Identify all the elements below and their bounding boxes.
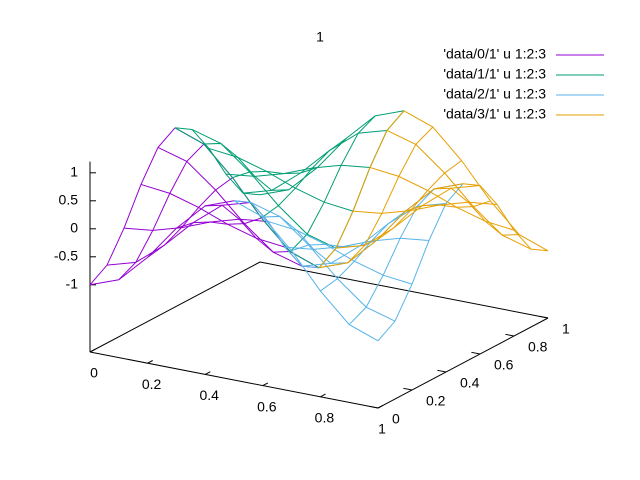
mesh-line [318, 183, 464, 269]
mesh-line [259, 110, 405, 196]
mesh-line [174, 127, 261, 196]
z-tick-label: 1 [70, 164, 78, 180]
z-tick-label: 0 [70, 220, 78, 236]
mesh-line [203, 142, 289, 191]
axis-line [89, 261, 261, 353]
mesh-line [434, 187, 520, 236]
mesh-line [157, 146, 303, 267]
mesh-line [261, 137, 347, 219]
mesh-line [289, 115, 376, 252]
mesh-line [262, 215, 348, 264]
x-tick-label: 0 [90, 365, 98, 381]
mesh-line [335, 184, 481, 249]
x-tick [320, 393, 326, 398]
mesh-line [176, 217, 262, 229]
legend-label: 'data/0/1' u 1:2:3 [443, 46, 546, 62]
mesh-line [225, 164, 371, 177]
y-tick [369, 405, 379, 409]
mesh-line [318, 110, 405, 269]
legend-label: 'data/3/1' u 1:2:3 [443, 106, 546, 122]
y-tick-label: 1 [562, 321, 570, 337]
y-tick [539, 315, 549, 319]
mesh-line [291, 239, 377, 252]
mesh-line [205, 204, 291, 253]
x-tick [262, 382, 269, 387]
x-tick [89, 348, 96, 353]
x-tick-label: 0.4 [199, 387, 219, 403]
mesh-line [123, 218, 269, 231]
legend-label: 'data/2/1' u 1:2:3 [443, 86, 546, 102]
y-tick-label: 0.6 [494, 357, 514, 373]
axis-line [377, 317, 549, 409]
z-tick-label: -1 [66, 276, 79, 292]
x-tick-label: 1 [378, 421, 386, 437]
z-tick-label: -0.5 [54, 248, 78, 264]
x-tick-label: 0.6 [257, 398, 277, 414]
mesh-line [347, 126, 434, 264]
mesh-line [462, 183, 549, 252]
y-tick [437, 369, 447, 373]
x-tick [377, 404, 384, 409]
y-tick [505, 333, 515, 337]
y-tick [403, 387, 413, 391]
mesh-line [174, 127, 320, 269]
x-tick [147, 360, 153, 364]
mesh-line [242, 129, 388, 194]
z-tick-label: 0.5 [59, 192, 79, 208]
mesh-line [352, 201, 498, 214]
mesh-line [405, 200, 491, 212]
legend-label: 'data/1/1' u 1:2:3 [443, 66, 546, 82]
mesh-line [118, 143, 205, 281]
mesh-line [284, 237, 430, 250]
mesh-line [250, 201, 396, 322]
mesh-line [89, 127, 176, 286]
mesh-line [208, 147, 354, 212]
mesh-line [233, 200, 320, 269]
chart-title: 1 [316, 29, 324, 45]
mesh-line [386, 129, 532, 250]
mesh-line [267, 220, 413, 285]
mesh-line [106, 201, 252, 266]
mesh-line [377, 183, 464, 342]
mesh-line [191, 128, 337, 249]
axis-line [259, 261, 549, 319]
x-tick-label: 0.8 [315, 410, 335, 426]
y-tick-label: 0.2 [426, 393, 446, 409]
y-tick-label: 0 [392, 411, 400, 427]
mesh-line [376, 160, 462, 241]
y-tick [471, 351, 481, 355]
mesh-line [89, 200, 235, 286]
y-tick-label: 0.4 [460, 375, 480, 391]
y-tick-label: 0.8 [528, 339, 548, 355]
axis-line [89, 351, 379, 409]
mesh-line [233, 200, 379, 342]
mesh-line [147, 177, 233, 258]
x-tick [204, 371, 211, 375]
mesh-line [403, 110, 549, 252]
mesh-line [232, 166, 318, 179]
x-tick-label: 0.2 [142, 376, 162, 392]
mesh-line [348, 188, 435, 325]
